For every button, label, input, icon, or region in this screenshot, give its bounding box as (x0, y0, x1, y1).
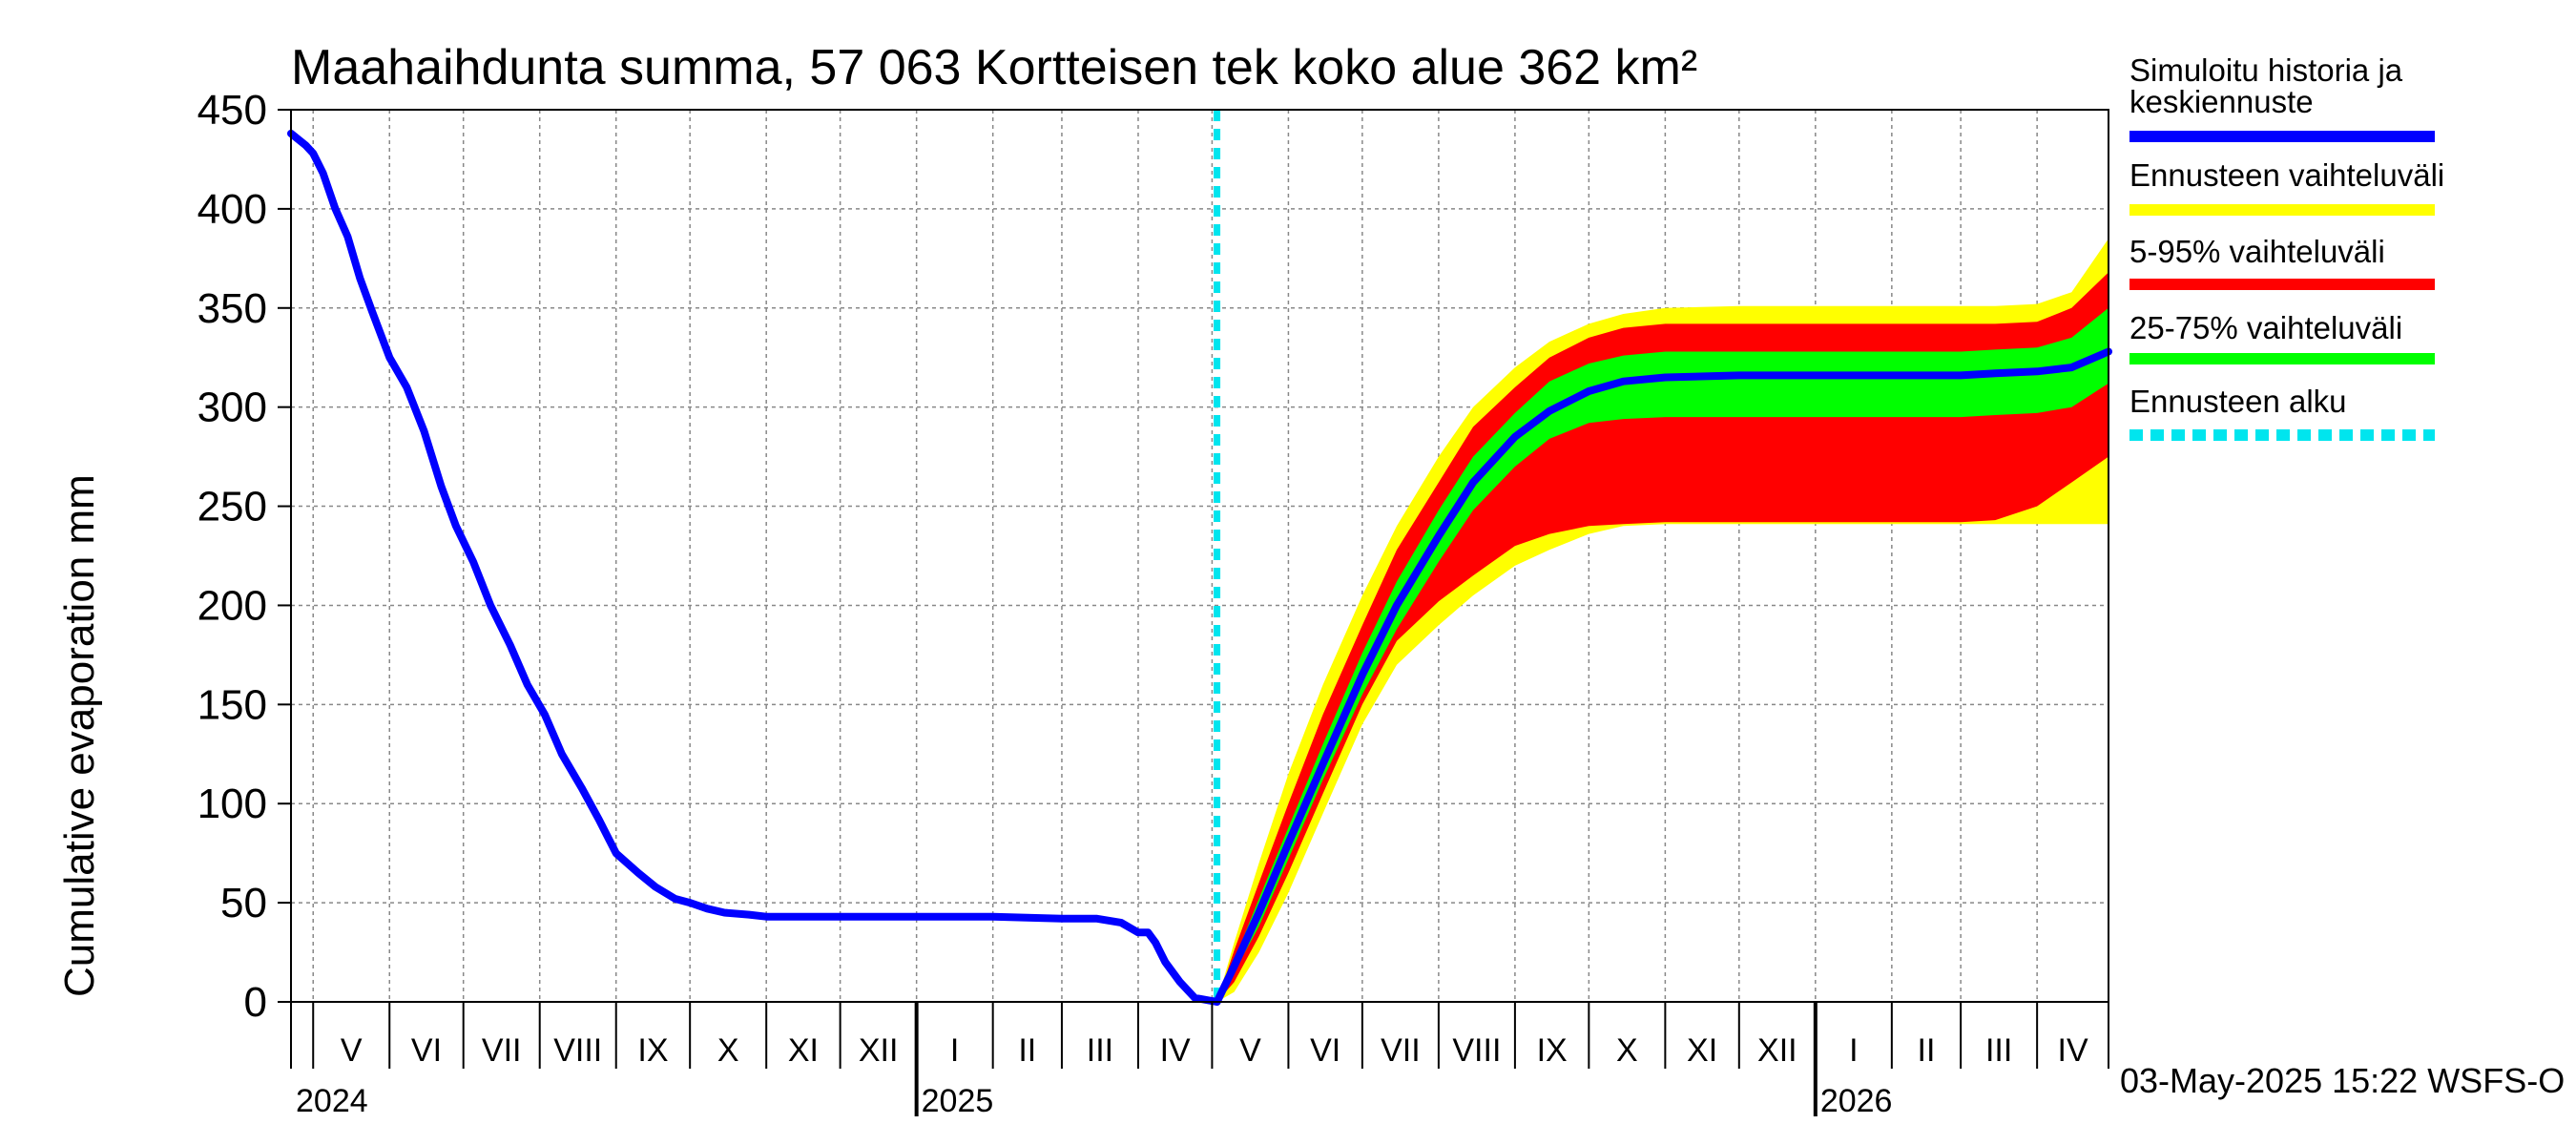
x-month-label: V (341, 1032, 363, 1069)
x-month-label: II (1018, 1032, 1036, 1069)
x-month-label: X (1616, 1032, 1638, 1069)
x-month-label: XI (1687, 1032, 1717, 1069)
y-tick-label: 350 (197, 285, 267, 332)
x-month-label: VIII (1452, 1032, 1501, 1069)
x-month-label: XII (859, 1032, 899, 1069)
band-25-75 (1216, 307, 2109, 1002)
legend-label: Ennusteen alku (2129, 384, 2347, 419)
x-month-label: VII (482, 1032, 522, 1069)
series-line-history (287, 129, 1221, 1006)
y-tick-label: 0 (244, 979, 267, 1026)
x-year-label: 2025 (922, 1083, 994, 1119)
y-tick-label: 200 (197, 582, 267, 629)
x-month-label: IX (637, 1032, 668, 1069)
x-month-label: VI (1310, 1032, 1340, 1069)
y-tick-label: 150 (197, 681, 267, 728)
x-month-label: V (1239, 1032, 1261, 1069)
x-month-label: VIII (553, 1032, 602, 1069)
x-month-label: I (1849, 1032, 1858, 1069)
y-tick-label: 100 (197, 781, 267, 827)
x-month-label: X (717, 1032, 739, 1069)
x-month-label: XI (788, 1032, 819, 1069)
series-line-median (1213, 347, 2112, 1006)
footer-timestamp: 03-May-2025 15:22 WSFS-O (2120, 1061, 2565, 1100)
y-tick-label: 400 (197, 186, 267, 233)
x-year-label: 2026 (1820, 1083, 1893, 1119)
legend-label: 25-75% vaihteluväli (2129, 310, 2402, 345)
x-year-label: 2024 (296, 1083, 368, 1119)
x-month-label: XII (1757, 1032, 1797, 1069)
x-month-label: III (1087, 1032, 1113, 1069)
plot-area (287, 109, 2112, 1006)
x-month-label: IV (2058, 1032, 2088, 1069)
y-tick-label: 450 (197, 87, 267, 134)
legend-label: Ennusteen vaihteluväli (2129, 157, 2444, 193)
x-month-label: IX (1537, 1032, 1568, 1069)
x-month-label: VI (411, 1032, 442, 1069)
legend-label: 5-95% vaihteluväli (2129, 234, 2385, 269)
chart-title: Maahaihdunta summa, 57 063 Kortteisen te… (291, 40, 1697, 95)
x-month-label: III (1985, 1032, 2012, 1069)
legend-label: keskiennuste (2129, 84, 2314, 119)
x-month-label: VII (1381, 1032, 1421, 1069)
legend-label: Simuloitu historia ja (2129, 52, 2403, 88)
y-tick-label: 250 (197, 484, 267, 531)
y-axis-label: Cumulative evaporation mm (56, 474, 103, 997)
x-month-label: IV (1160, 1032, 1191, 1069)
x-month-label: II (1918, 1032, 1936, 1069)
band-5-95 (1216, 272, 2109, 1002)
y-tick-label: 300 (197, 385, 267, 431)
plot-frame (290, 109, 2109, 1003)
y-tick-label: 50 (220, 880, 267, 926)
x-month-label: I (950, 1032, 959, 1069)
